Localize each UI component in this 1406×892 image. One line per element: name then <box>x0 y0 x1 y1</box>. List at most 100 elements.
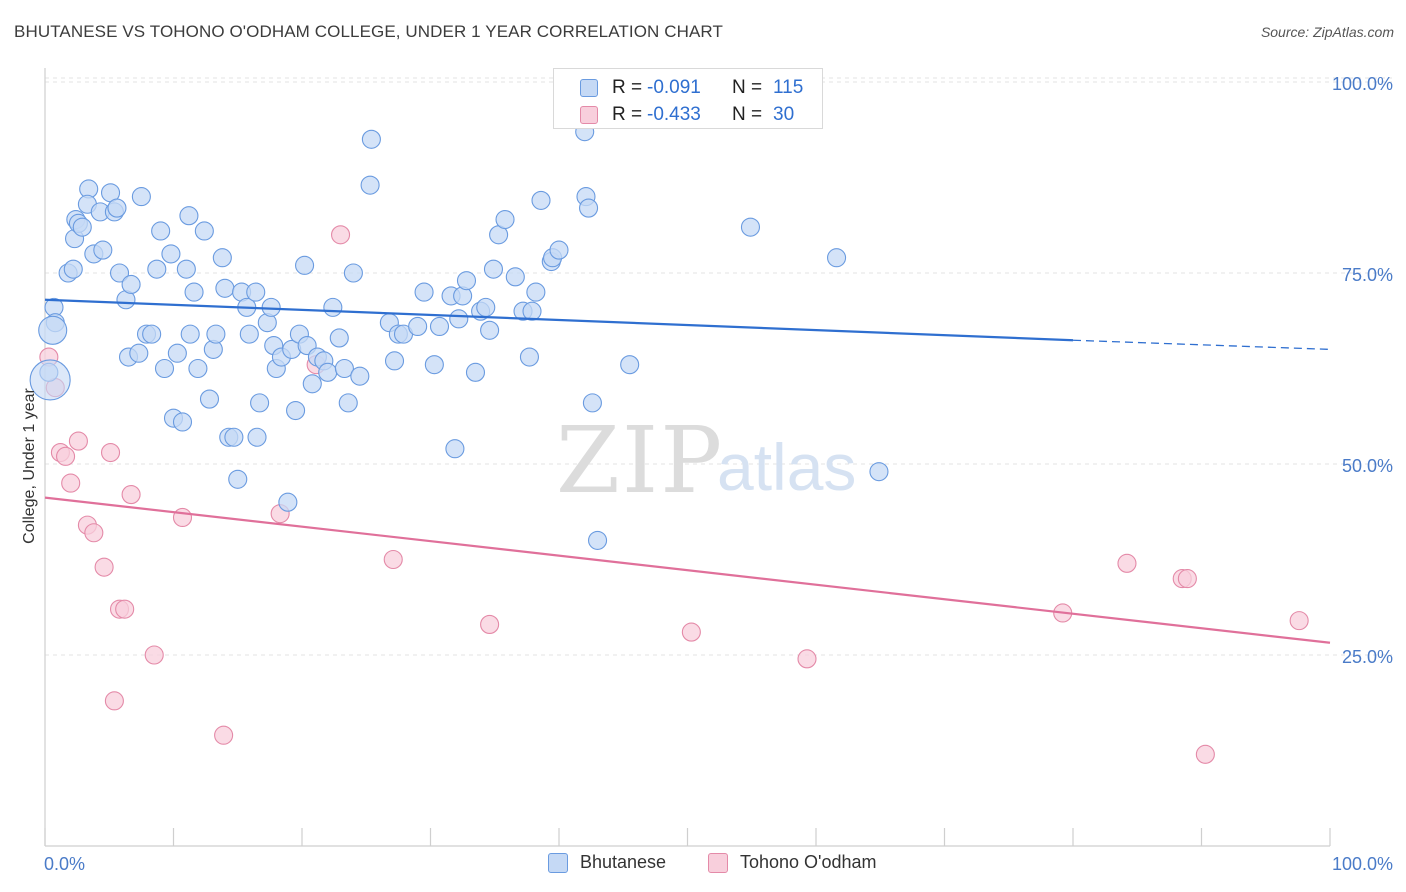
watermark-zip: ZIP <box>556 407 724 514</box>
x-tick-label: 0.0% <box>44 854 85 874</box>
tohono-point <box>1195 744 1215 764</box>
bhutanese-point <box>151 221 171 241</box>
bhutanese-point <box>587 530 608 550</box>
tohono-point <box>1177 569 1197 589</box>
bhutanese-point <box>429 316 450 337</box>
bhutanese-point <box>424 355 444 375</box>
r-label: R = <box>612 104 643 125</box>
bhutanese-point <box>131 187 151 207</box>
tohono-point <box>144 645 164 665</box>
bhutanese-point <box>212 248 232 268</box>
bhutanese-point <box>505 267 525 287</box>
tohono-point <box>94 557 114 577</box>
bhutanese-point <box>199 389 220 409</box>
bhutanese-point <box>188 358 208 379</box>
bhutanese-point <box>38 315 68 345</box>
bhutanese-point <box>329 328 349 348</box>
bhutanese-point <box>29 359 71 401</box>
bhutanese-point <box>456 271 477 291</box>
legend-swatch-bhutanese <box>548 853 568 873</box>
tick-labels: 25.0% 50.0% 75.0% 100.0% 0.0% 100.0% <box>44 74 1393 874</box>
tohono-point <box>330 225 351 245</box>
bhutanese-point <box>302 374 322 394</box>
bhutanese-point <box>161 244 181 264</box>
watermark: ZIP atlas <box>556 407 856 514</box>
bhutanese-point <box>63 259 83 279</box>
bhutanese-point <box>549 240 569 260</box>
legend-swatch-tohono <box>708 853 728 873</box>
bhutanese-point <box>224 427 244 447</box>
bhutanese-point <box>180 324 200 344</box>
tohono-point <box>172 507 193 528</box>
grid-lines <box>45 77 1392 656</box>
n-label: N = <box>732 77 763 98</box>
bhutanese-point <box>154 358 175 379</box>
chart-title: BHUTANESE VS TOHONO O'ODHAM COLLEGE, UND… <box>14 22 723 41</box>
bhutanese-point <box>338 393 358 413</box>
bhutanese-point <box>445 439 465 459</box>
bhutanese-point <box>531 190 551 210</box>
n-value: 30 <box>773 104 795 125</box>
tohono-point <box>480 614 500 634</box>
bhutanese-point <box>495 209 515 230</box>
bhutanese-point <box>414 282 434 302</box>
tohono-point <box>104 691 124 711</box>
bhutanese-point <box>384 351 405 371</box>
tohono-point <box>214 725 234 745</box>
bhutanese-point <box>408 316 428 337</box>
tohono-point <box>68 431 88 451</box>
bhutanese-point <box>582 393 602 413</box>
r-label: R = <box>612 77 643 98</box>
bhutanese-point <box>147 259 167 279</box>
bhutanese-point <box>740 217 761 237</box>
legend-swatch-tohono <box>580 106 598 124</box>
source-credit: Source: ZipAtlas.com <box>1260 24 1394 40</box>
tohono-point <box>84 523 104 543</box>
y-tick-label: 50.0% <box>1342 456 1393 476</box>
bhutanese-point <box>318 362 338 382</box>
bhutanese-point <box>176 259 196 279</box>
correlation-legend: R = -0.091 N = 115 R = -0.433 N = 30 <box>553 68 823 129</box>
bhutanese-point <box>465 362 486 382</box>
bhutanese-trend-line <box>44 298 1074 342</box>
bhutanese-trend-extension <box>1072 339 1331 351</box>
axes <box>44 68 1331 847</box>
legend-row-tohono: R = -0.433 N = 30 <box>554 102 822 129</box>
bhutanese-point <box>286 400 306 421</box>
bhutanese-point <box>278 492 298 512</box>
legend-swatch-bhutanese <box>580 79 598 97</box>
legend-label-tohono: Tohono O'odham <box>740 852 877 872</box>
legend-label-bhutanese: Bhutanese <box>580 852 667 872</box>
trend-lines <box>44 298 1331 644</box>
tohono-point <box>797 649 817 669</box>
bhutanese-point <box>184 282 204 302</box>
bhutanese-point <box>179 206 199 226</box>
bhutanese-point <box>449 309 469 329</box>
tohono-point <box>56 446 76 466</box>
tohono-point <box>115 599 135 619</box>
bhutanese-point <box>121 274 141 295</box>
y-tick-label: 25.0% <box>1342 647 1393 667</box>
bhutanese-point <box>239 324 259 344</box>
bhutanese-point <box>172 412 193 432</box>
tohono-point <box>121 485 141 505</box>
bhutanese-point <box>250 393 270 413</box>
bhutanese-point <box>869 462 889 482</box>
tohono-point <box>1117 553 1137 573</box>
bhutanese-point <box>827 248 847 268</box>
bhutanese-point <box>360 175 380 195</box>
tohono-point <box>383 549 403 570</box>
y-axis-label: College, Under 1 year <box>21 388 38 544</box>
bhutanese-point <box>483 259 504 279</box>
r-value: -0.433 <box>647 104 701 125</box>
watermark-atlas: atlas <box>717 430 856 504</box>
tohono-point <box>61 473 81 493</box>
bhutanese-point <box>107 198 127 218</box>
tohono-trend-line <box>44 496 1331 644</box>
bhutanese-point <box>167 343 187 363</box>
bhutanese-point <box>295 255 315 275</box>
bhutanese-point <box>228 469 248 489</box>
bhutanese-point <box>109 263 130 283</box>
bhutanese-point <box>579 198 599 218</box>
